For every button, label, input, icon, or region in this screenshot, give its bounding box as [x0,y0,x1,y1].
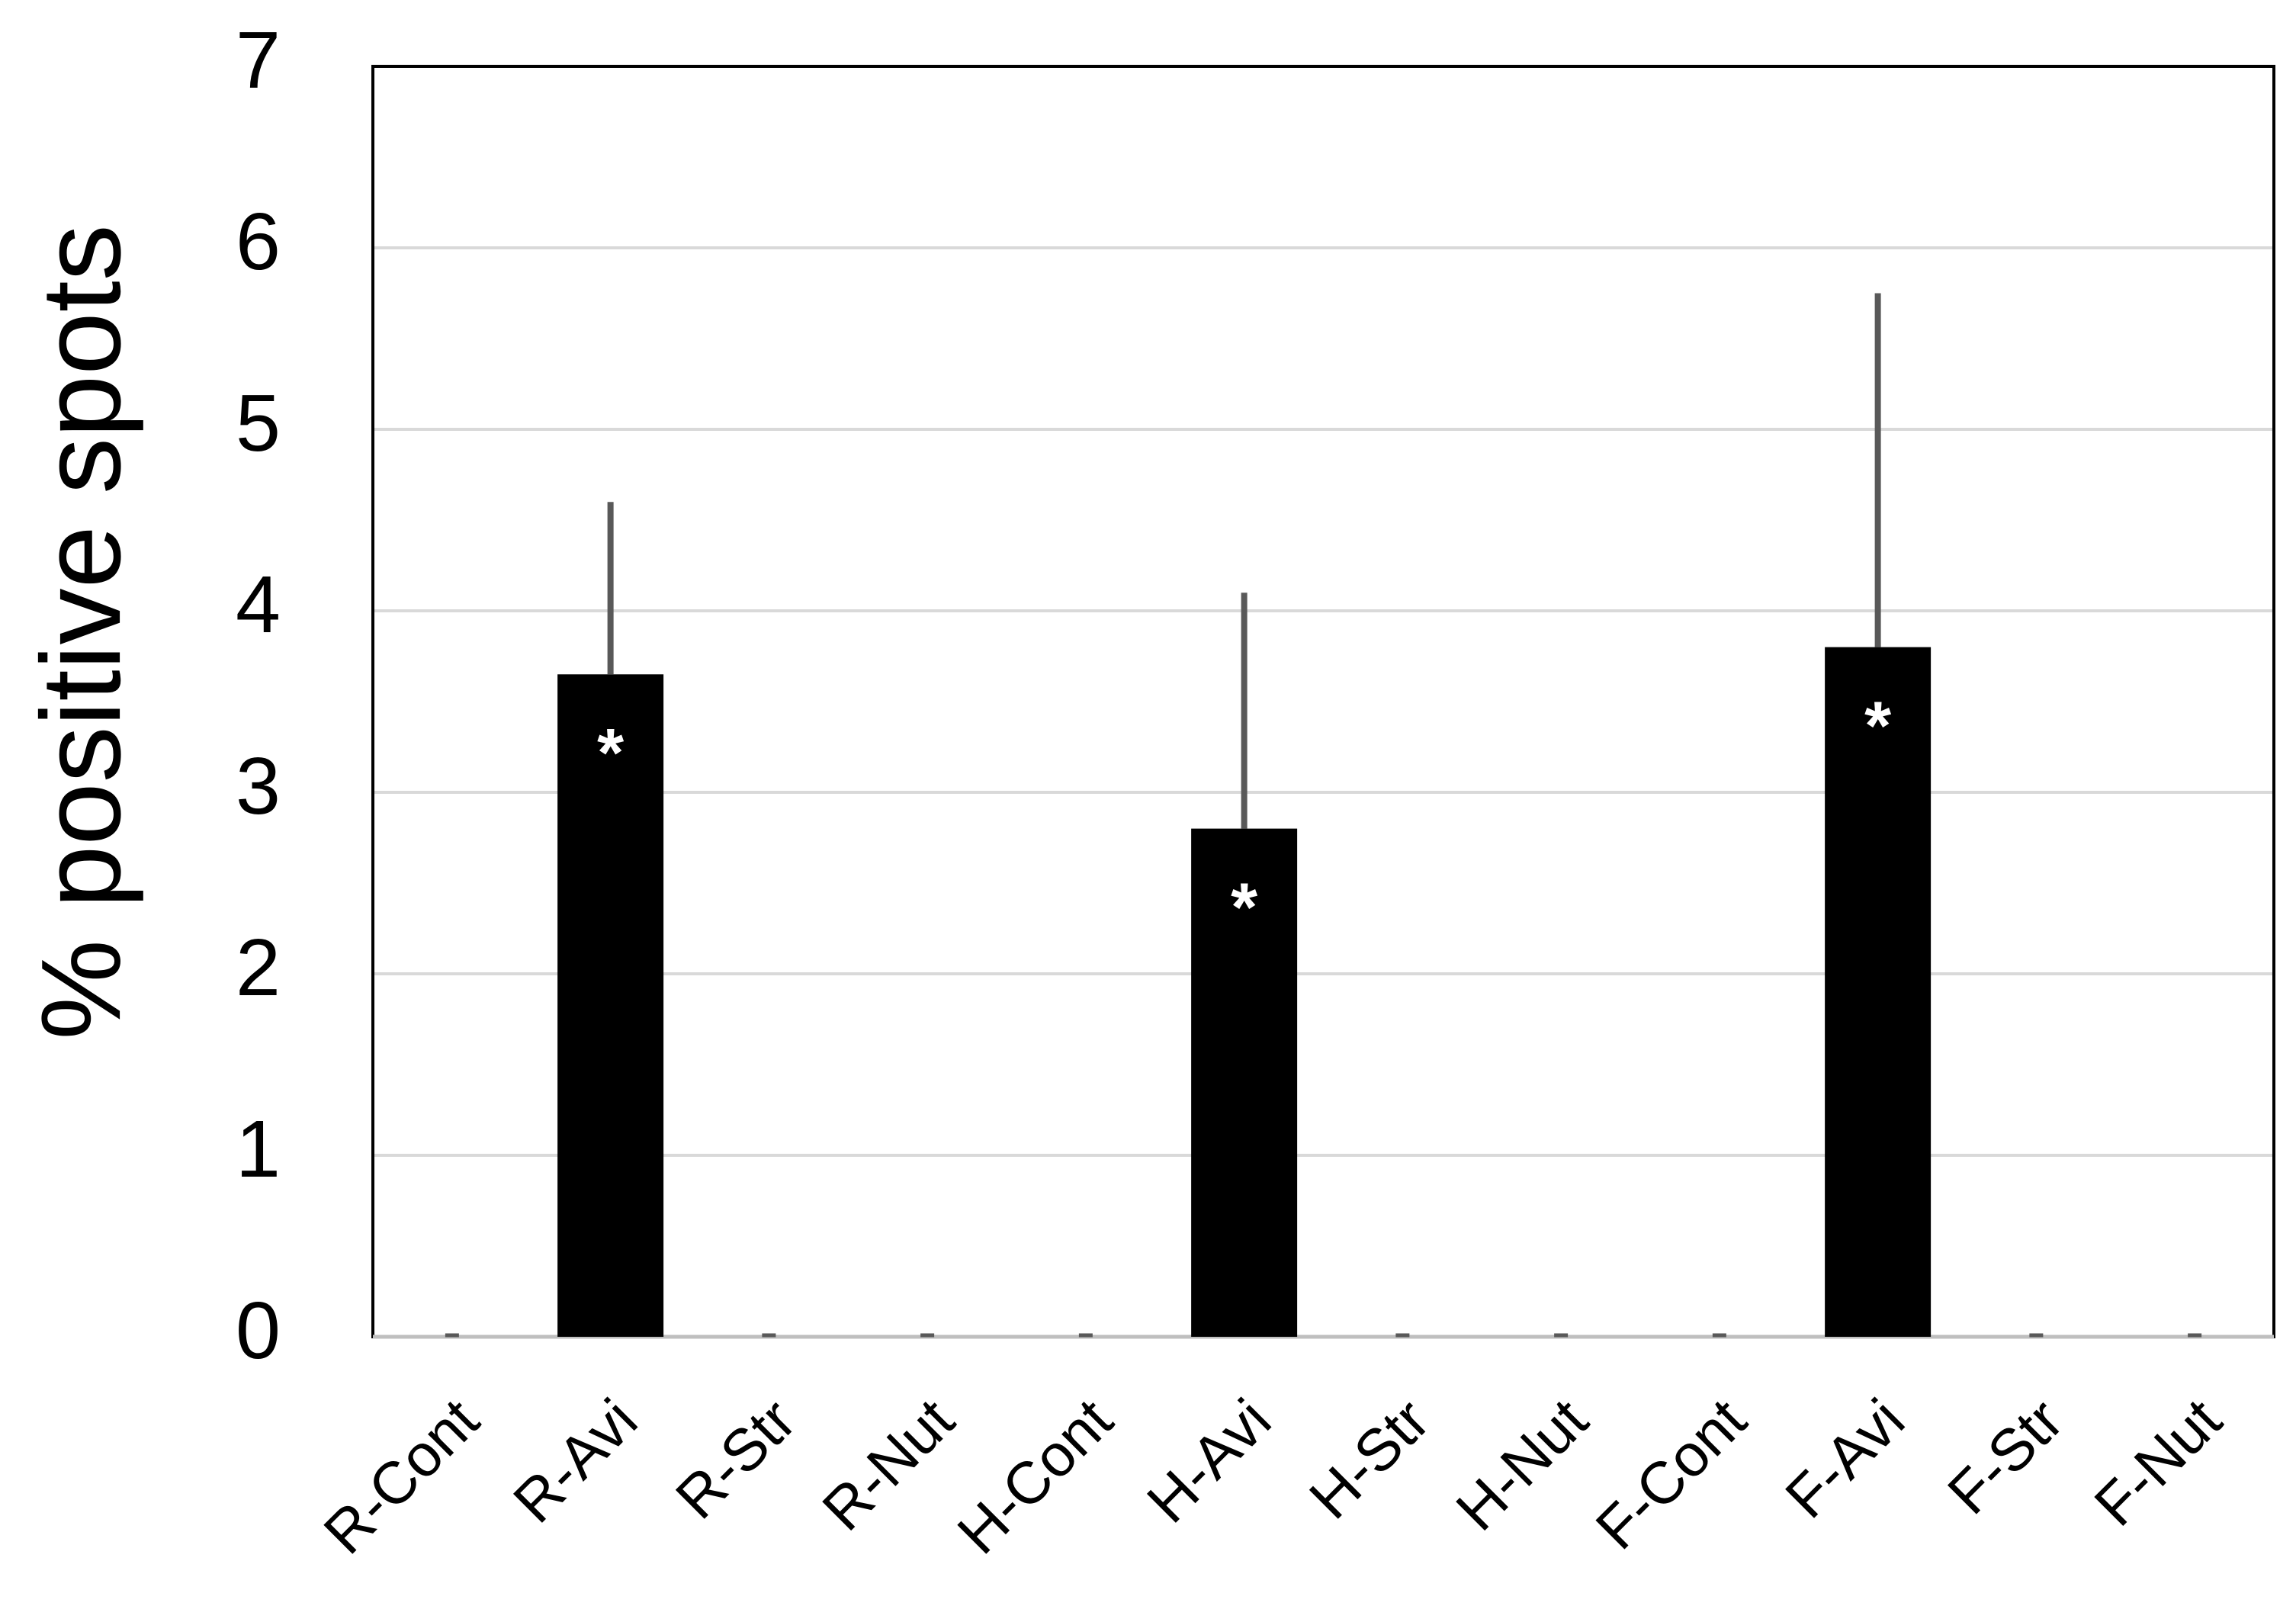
x-tick-label: F-Cont [1583,1386,1759,1562]
significance-mark: * [1864,688,1891,764]
x-tick-label: F-Nut [2082,1386,2234,1538]
y-tick-label: 1 [236,1104,281,1194]
significance-mark: * [597,715,624,792]
x-tick-label: F-Str [1935,1386,2076,1527]
x-tick-label: R-Nut [809,1386,966,1543]
x-tick-label: H-Str [1296,1386,1442,1531]
y-tick-label: 0 [236,1286,281,1376]
x-tick-label: R-Str [663,1386,808,1531]
bar [557,674,664,1337]
significance-mark: * [1231,869,1257,946]
y-tick-label: 5 [236,378,281,468]
bar [1825,647,1932,1337]
y-tick-label: 2 [236,923,281,1013]
y-axis-label: % positive spots [18,224,144,1039]
y-tick-label: 4 [236,560,281,650]
y-tick-label: 7 [236,15,281,105]
x-tick-label: H-Avi [1134,1386,1283,1535]
y-tick-label: 6 [236,197,281,287]
x-tick-label: H-Nut [1443,1386,1600,1543]
x-tick-label: H-Cont [945,1386,1126,1566]
x-tick-label: F-Avi [1772,1386,1917,1530]
bar [1191,828,1298,1337]
x-tick-label: R-Cont [311,1386,492,1566]
x-tick-label: R-Avi [500,1386,650,1535]
y-tick-label: 3 [236,741,281,831]
